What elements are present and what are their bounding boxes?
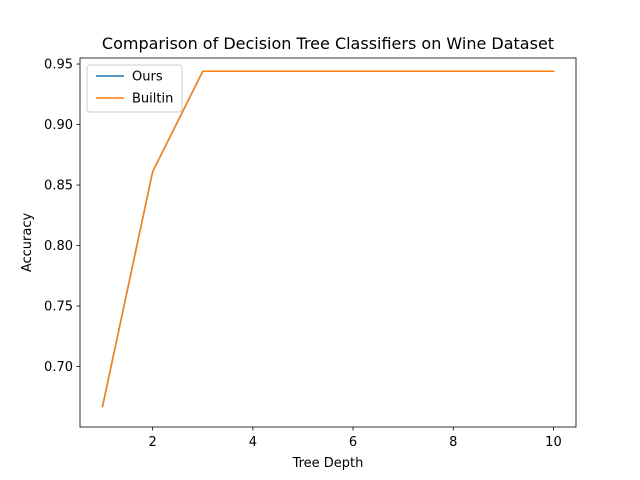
x-tick-label: 8: [449, 435, 457, 450]
x-tick-label: 4: [249, 435, 257, 450]
series-layer: [101, 70, 555, 408]
y-tick-label: 0.90: [44, 118, 73, 133]
plot-background: [80, 58, 576, 427]
y-axis: 0.70 0.75 0.80 0.85 0.90 0.95: [44, 58, 80, 375]
y-tick-label: 0.80: [44, 239, 73, 254]
y-tick-label: 0.95: [44, 58, 73, 73]
series-line-builtin: [101, 70, 555, 408]
legend-label-ours: Ours: [132, 70, 163, 85]
y-tick-label: 0.70: [44, 360, 73, 375]
plot-area: [80, 58, 576, 427]
x-tick-label: 6: [349, 435, 357, 450]
plot-frame: [79, 57, 577, 428]
x-axis: 2 4 6 8 10: [149, 427, 562, 450]
y-axis-label: Accuracy: [20, 213, 35, 273]
x-tick-label: 10: [545, 435, 562, 450]
legend-label-builtin: Builtin: [132, 92, 173, 107]
x-tick-label: 2: [149, 435, 157, 450]
y-tick-label: 0.85: [44, 179, 73, 194]
legend: Ours Builtin: [86, 64, 183, 113]
y-tick-label: 0.75: [44, 300, 73, 315]
chart-title: Comparison of Decision Tree Classifiers …: [102, 34, 554, 53]
x-axis-label: Tree Depth: [292, 456, 364, 471]
